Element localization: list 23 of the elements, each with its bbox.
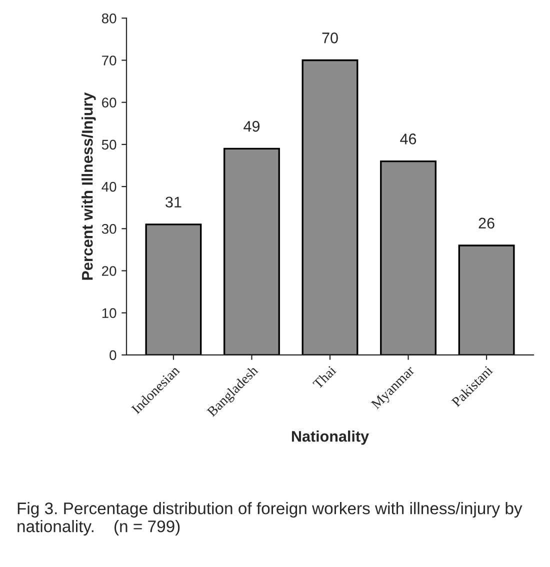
data-label: 46 (400, 134, 416, 144)
bar (224, 148, 280, 355)
bar (380, 160, 436, 355)
x-tick-label: Thai (312, 364, 337, 390)
y-tick-label: 60 (102, 98, 116, 108)
bar (302, 59, 358, 355)
bar (145, 224, 202, 355)
y-tick-label: 70 (102, 56, 116, 66)
data-label: 26 (478, 218, 494, 229)
y-tick-label: 80 (102, 13, 116, 24)
x-axis-title: Nationality (292, 430, 369, 445)
y-tick-label: 40 (102, 182, 116, 192)
y-tick-label: 50 (102, 140, 116, 150)
y-tick-label: 30 (102, 224, 116, 234)
caption: Fig 3. Percentage distribution of foreign workers with illness/injury by nationality. (n = 799) (18, 502, 522, 536)
y-tick-label: 0 (110, 350, 116, 360)
data-label: 49 (244, 120, 260, 132)
bar (458, 244, 515, 355)
y-tick-label: 10 (102, 308, 116, 318)
y-tick-label: 20 (102, 266, 116, 276)
data-label: 31 (166, 196, 182, 208)
y-axis-title: Percent with Illness/Injury (82, 92, 96, 280)
data-label: 70 (322, 32, 338, 44)
